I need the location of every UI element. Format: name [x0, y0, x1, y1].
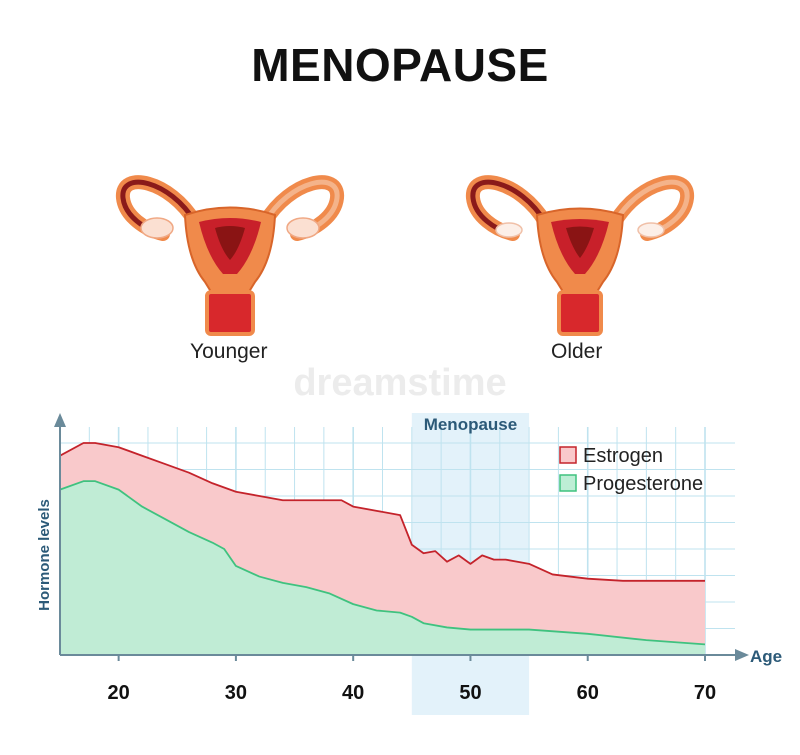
y-axis-label: Hormone levels: [36, 499, 53, 611]
x-tick-label: 30: [225, 682, 247, 704]
x-tick-label: 50: [459, 682, 481, 704]
legend-swatch-estrogen: [559, 446, 577, 464]
uterus-older-illustration: [466, 175, 694, 336]
x-tick-label: 20: [108, 682, 130, 704]
left-ovary: [140, 217, 174, 239]
x-tick-label: 40: [342, 682, 364, 704]
uterus-younger-illustration: [116, 175, 344, 336]
left-ovary: [495, 222, 523, 238]
legend-label-progesterone: Progesterone: [583, 473, 703, 495]
progesterone-area: [60, 481, 705, 655]
x-axis-label: Age: [750, 647, 782, 666]
right-ovary: [637, 222, 665, 238]
legend-label-estrogen: Estrogen: [583, 445, 663, 467]
vaginal-canal: [557, 290, 603, 336]
progesterone-line: [59, 480, 706, 646]
estrogen-line: [59, 442, 705, 582]
caption-younger: Younger: [190, 340, 268, 363]
x-axis-arrow-icon: [735, 649, 749, 661]
watermark: dreamstime: [293, 362, 507, 404]
menopause-band-label: Menopause: [424, 415, 518, 434]
legend-swatch-progesterone: [559, 474, 577, 492]
page-title: MENOPAUSE: [251, 39, 549, 91]
right-ovary: [286, 217, 320, 239]
vaginal-canal: [205, 290, 255, 336]
x-tick-label: 70: [694, 682, 716, 704]
y-axis-arrow-icon: [54, 413, 66, 427]
x-tick-label: 60: [577, 682, 599, 704]
caption-older: Older: [551, 340, 603, 363]
hormone-levels-chart: 20 30 40 50 60 70 Age Hormone levels Menopause E…: [36, 413, 782, 715]
